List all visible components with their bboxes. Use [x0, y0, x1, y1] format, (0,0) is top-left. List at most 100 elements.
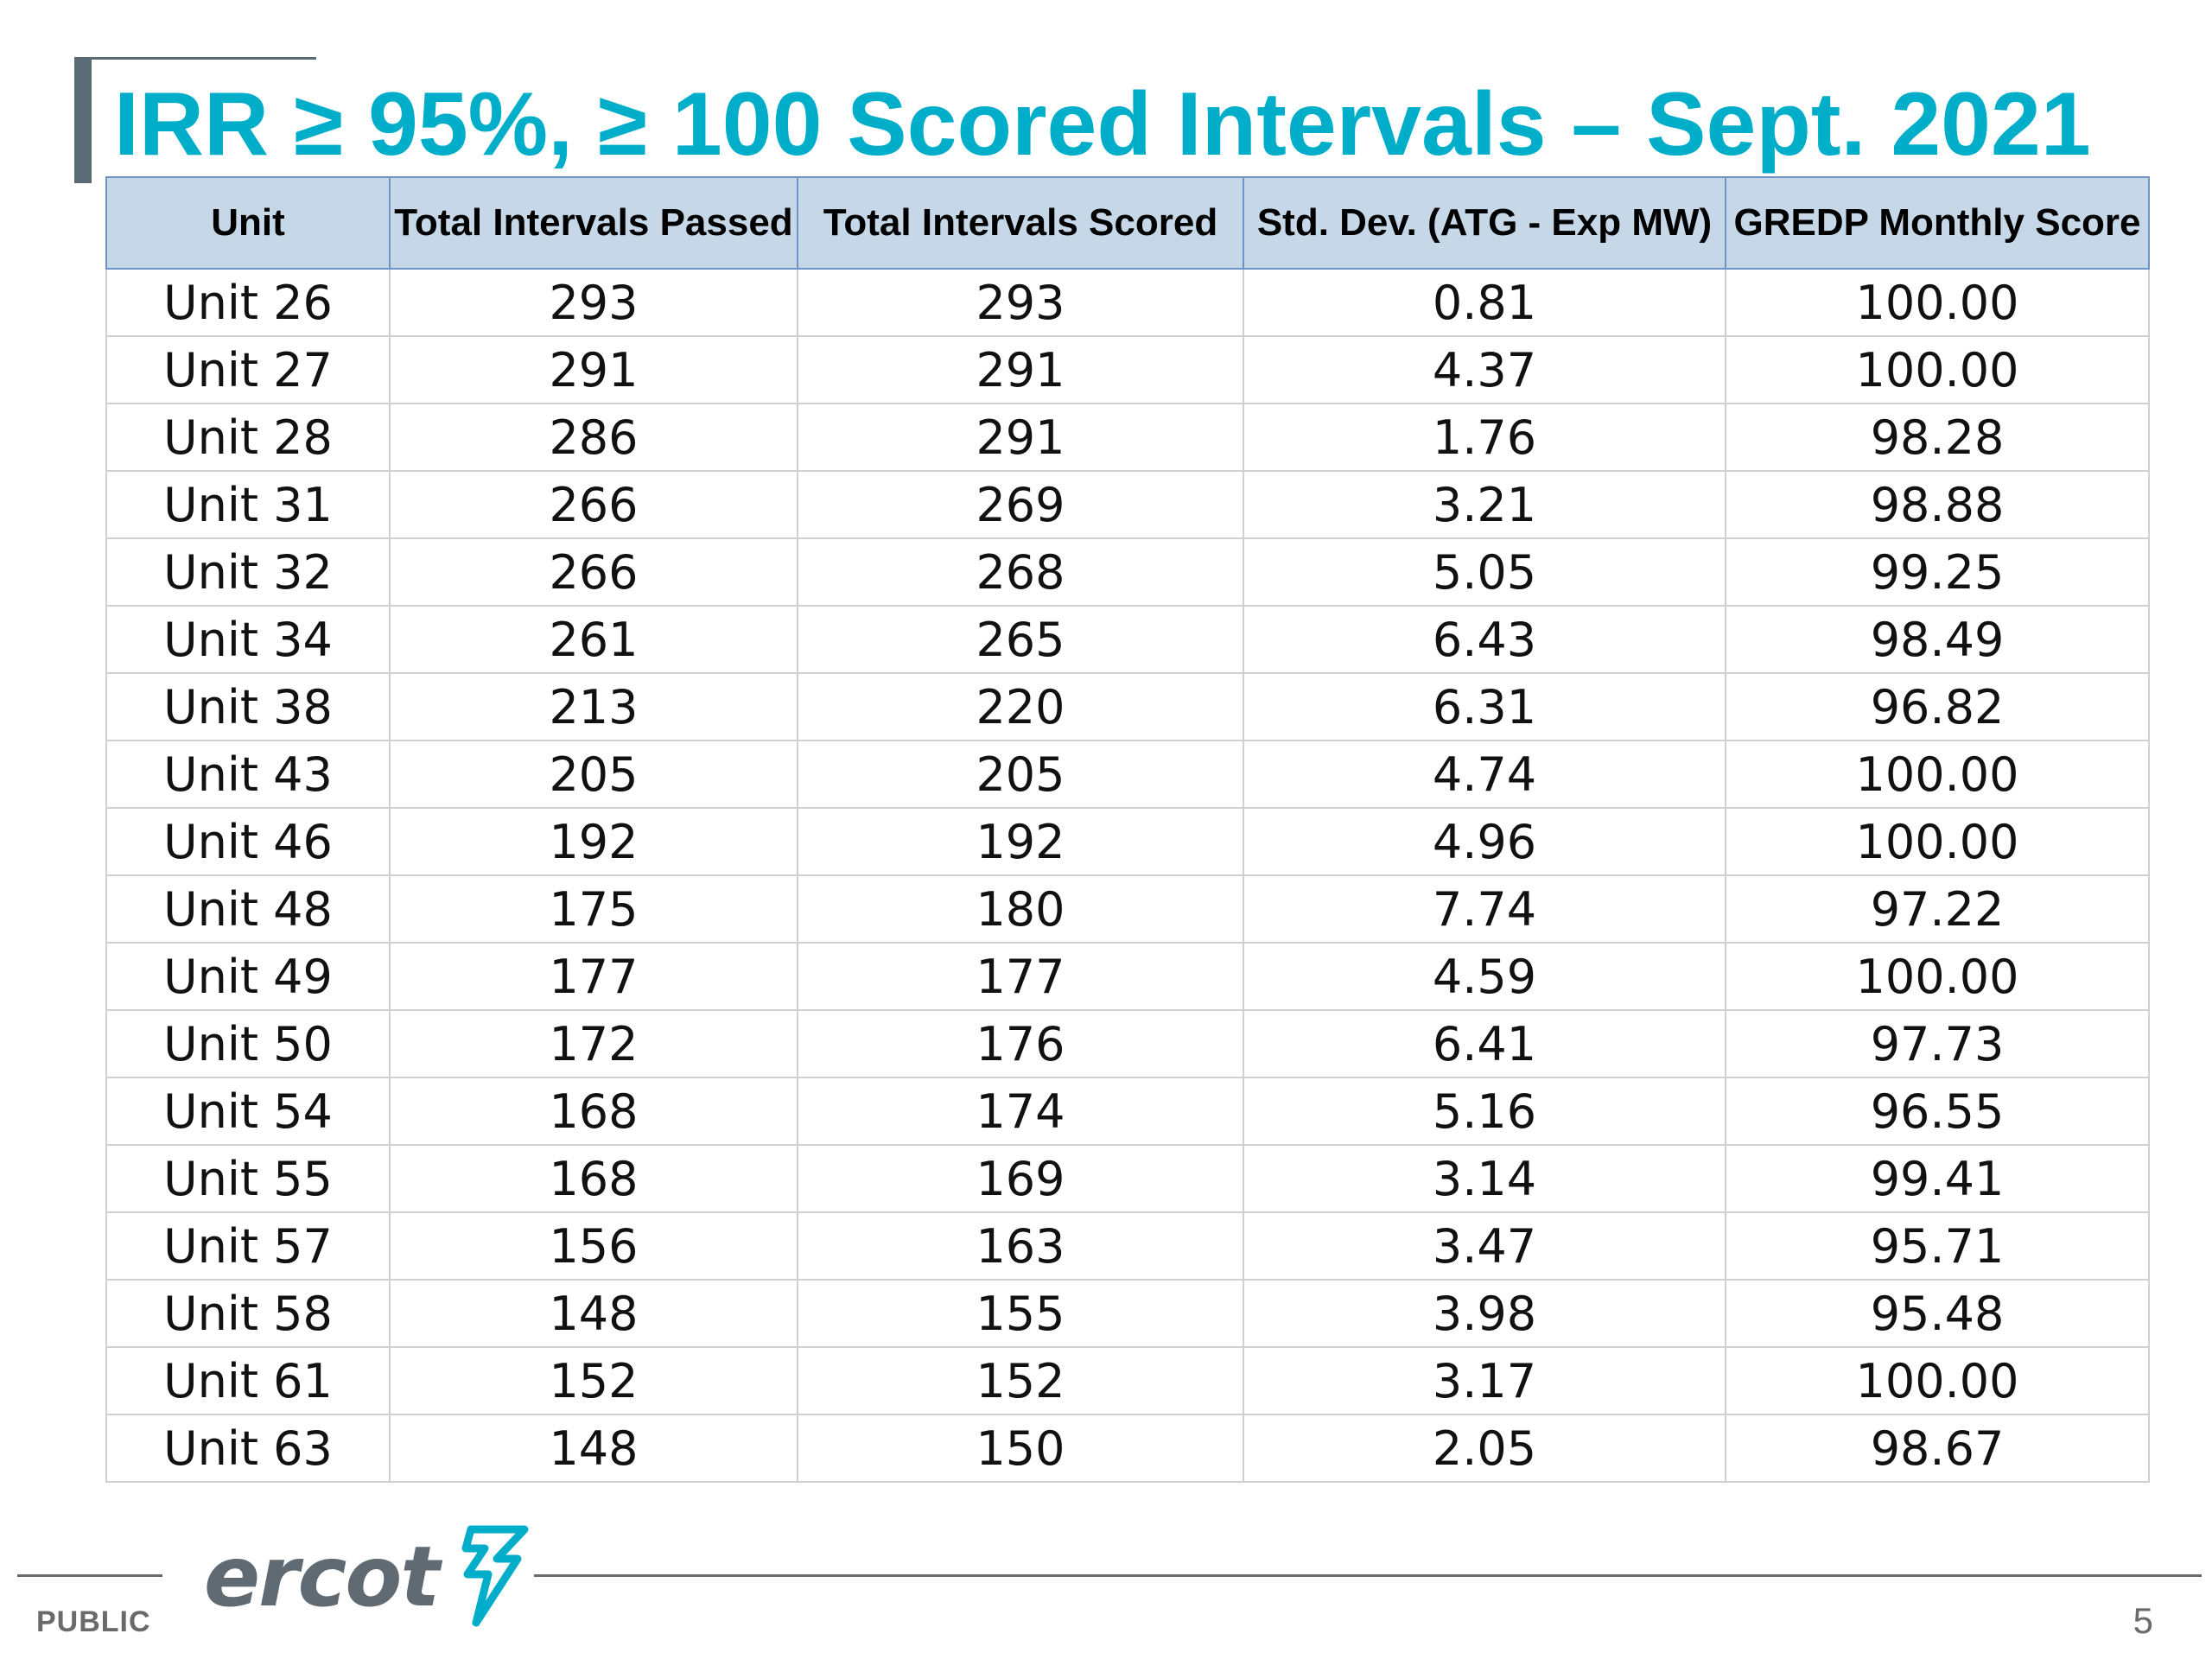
cell-std-dev: 2.05: [1243, 1414, 1726, 1483]
cell-unit: Unit 57: [105, 1211, 391, 1281]
cell-unit: Unit 54: [105, 1077, 391, 1146]
header-total-intervals-passed: Total Intervals Passed: [389, 176, 798, 270]
cell-intervals-passed: 175: [389, 874, 798, 944]
header-unit: Unit: [105, 176, 391, 270]
cell-unit: Unit 31: [105, 470, 391, 539]
cell-monthly-score: 98.88: [1725, 470, 2150, 539]
cell-std-dev: 3.21: [1243, 470, 1726, 539]
cell-unit: Unit 49: [105, 942, 391, 1011]
cell-std-dev: 4.74: [1243, 740, 1726, 809]
cell-unit: Unit 32: [105, 537, 391, 607]
cell-intervals-scored: 176: [797, 1009, 1244, 1078]
footer-divider-right: [534, 1574, 2202, 1577]
classification-label: PUBLIC: [36, 1605, 151, 1638]
cell-monthly-score: 100.00: [1725, 268, 2150, 337]
cell-intervals-passed: 152: [389, 1346, 798, 1415]
cell-intervals-scored: 265: [797, 605, 1244, 674]
logo-wordmark: ercot: [204, 1529, 440, 1625]
cell-intervals-passed: 266: [389, 537, 798, 607]
cell-unit: Unit 27: [105, 335, 391, 404]
cell-intervals-scored: 155: [797, 1279, 1244, 1348]
cell-std-dev: 6.43: [1243, 605, 1726, 674]
cell-intervals-scored: 169: [797, 1144, 1244, 1213]
table-row: Unit 61 152 152 3.17 100.00: [105, 1346, 2150, 1415]
cell-intervals-passed: 192: [389, 807, 798, 876]
cell-intervals-scored: 269: [797, 470, 1244, 539]
cell-monthly-score: 100.00: [1725, 942, 2150, 1011]
cell-unit: Unit 55: [105, 1144, 391, 1213]
cell-monthly-score: 100.00: [1725, 335, 2150, 404]
cell-intervals-passed: 266: [389, 470, 798, 539]
cell-intervals-passed: 156: [389, 1211, 798, 1281]
cell-intervals-scored: 291: [797, 335, 1244, 404]
cell-unit: Unit 50: [105, 1009, 391, 1078]
lightning-bolt-icon: [461, 1525, 529, 1627]
table-row: Unit 55 168 169 3.14 99.41: [105, 1144, 2150, 1213]
cell-unit: Unit 38: [105, 672, 391, 741]
cell-unit: Unit 28: [105, 403, 391, 472]
footer-divider-left: [17, 1574, 162, 1577]
table-row: Unit 38 213 220 6.31 96.82: [105, 672, 2150, 741]
cell-intervals-passed: 261: [389, 605, 798, 674]
cell-std-dev: 5.05: [1243, 537, 1726, 607]
cell-monthly-score: 100.00: [1725, 1346, 2150, 1415]
cell-intervals-scored: 150: [797, 1414, 1244, 1483]
cell-intervals-scored: 192: [797, 807, 1244, 876]
cell-monthly-score: 98.49: [1725, 605, 2150, 674]
cell-intervals-scored: 268: [797, 537, 1244, 607]
cell-monthly-score: 98.28: [1725, 403, 2150, 472]
cell-intervals-scored: 293: [797, 268, 1244, 337]
table-body: Unit 26 293 293 0.81 100.00 Unit 27 291 291 4.37…: [105, 268, 2150, 1483]
table-row: Unit 26 293 293 0.81 100.00: [105, 268, 2150, 337]
cell-monthly-score: 97.22: [1725, 874, 2150, 944]
table-row: Unit 57 156 163 3.47 95.71: [105, 1211, 2150, 1281]
cell-intervals-passed: 293: [389, 268, 798, 337]
cell-std-dev: 3.17: [1243, 1346, 1726, 1415]
table-row: Unit 54 168 174 5.16 96.55: [105, 1077, 2150, 1146]
table-row: Unit 32 266 268 5.05 99.25: [105, 537, 2150, 607]
cell-intervals-passed: 168: [389, 1077, 798, 1146]
cell-intervals-passed: 177: [389, 942, 798, 1011]
table-row: Unit 31 266 269 3.21 98.88: [105, 470, 2150, 539]
cell-monthly-score: 95.48: [1725, 1279, 2150, 1348]
cell-monthly-score: 100.00: [1725, 740, 2150, 809]
cell-intervals-passed: 168: [389, 1144, 798, 1213]
table-row: Unit 27 291 291 4.37 100.00: [105, 335, 2150, 404]
table-row: Unit 46 192 192 4.96 100.00: [105, 807, 2150, 876]
cell-std-dev: 0.81: [1243, 268, 1726, 337]
cell-intervals-scored: 163: [797, 1211, 1244, 1281]
cell-monthly-score: 96.55: [1725, 1077, 2150, 1146]
table-row: Unit 49 177 177 4.59 100.00: [105, 942, 2150, 1011]
cell-std-dev: 4.37: [1243, 335, 1726, 404]
header-total-intervals-scored: Total Intervals Scored: [797, 176, 1244, 270]
cell-unit: Unit 34: [105, 605, 391, 674]
ercot-logo: ercot: [204, 1521, 538, 1633]
cell-unit: Unit 48: [105, 874, 391, 944]
cell-intervals-passed: 286: [389, 403, 798, 472]
cell-monthly-score: 99.25: [1725, 537, 2150, 607]
cell-intervals-passed: 213: [389, 672, 798, 741]
table-row: Unit 28 286 291 1.76 98.28: [105, 403, 2150, 472]
cell-std-dev: 3.98: [1243, 1279, 1726, 1348]
cell-monthly-score: 96.82: [1725, 672, 2150, 741]
table-row: Unit 58 148 155 3.98 95.48: [105, 1279, 2150, 1348]
cell-std-dev: 6.41: [1243, 1009, 1726, 1078]
cell-intervals-passed: 148: [389, 1279, 798, 1348]
scores-table-container: Unit Total Intervals Passed Total Interv…: [105, 176, 2150, 1483]
table-header-row: Unit Total Intervals Passed Total Interv…: [105, 176, 2150, 270]
cell-intervals-scored: 291: [797, 403, 1244, 472]
table-row: Unit 48 175 180 7.74 97.22: [105, 874, 2150, 944]
cell-std-dev: 7.74: [1243, 874, 1726, 944]
cell-monthly-score: 95.71: [1725, 1211, 2150, 1281]
cell-unit: Unit 63: [105, 1414, 391, 1483]
page-number: 5: [2133, 1600, 2153, 1641]
table-row: Unit 50 172 176 6.41 97.73: [105, 1009, 2150, 1078]
cell-std-dev: 5.16: [1243, 1077, 1726, 1146]
cell-intervals-scored: 177: [797, 942, 1244, 1011]
cell-std-dev: 4.59: [1243, 942, 1726, 1011]
cell-std-dev: 3.47: [1243, 1211, 1726, 1281]
cell-monthly-score: 100.00: [1725, 807, 2150, 876]
cell-std-dev: 6.31: [1243, 672, 1726, 741]
cell-intervals-scored: 205: [797, 740, 1244, 809]
table-row: Unit 34 261 265 6.43 98.49: [105, 605, 2150, 674]
